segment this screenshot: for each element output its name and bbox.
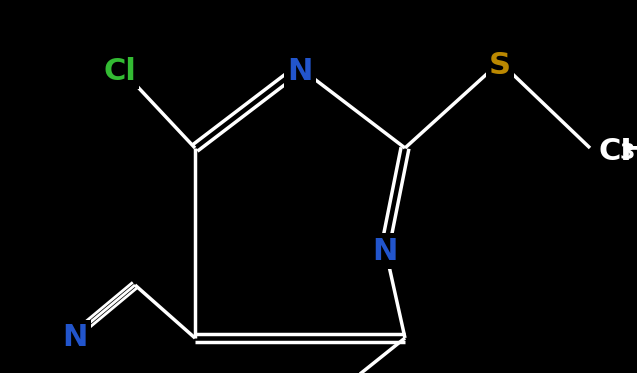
Text: Cl: Cl <box>104 56 136 85</box>
Text: CH: CH <box>598 137 637 166</box>
Text: S: S <box>489 50 511 79</box>
Text: N: N <box>372 236 397 266</box>
Text: 3: 3 <box>620 143 635 163</box>
Text: N: N <box>287 56 313 85</box>
Text: N: N <box>62 323 88 352</box>
